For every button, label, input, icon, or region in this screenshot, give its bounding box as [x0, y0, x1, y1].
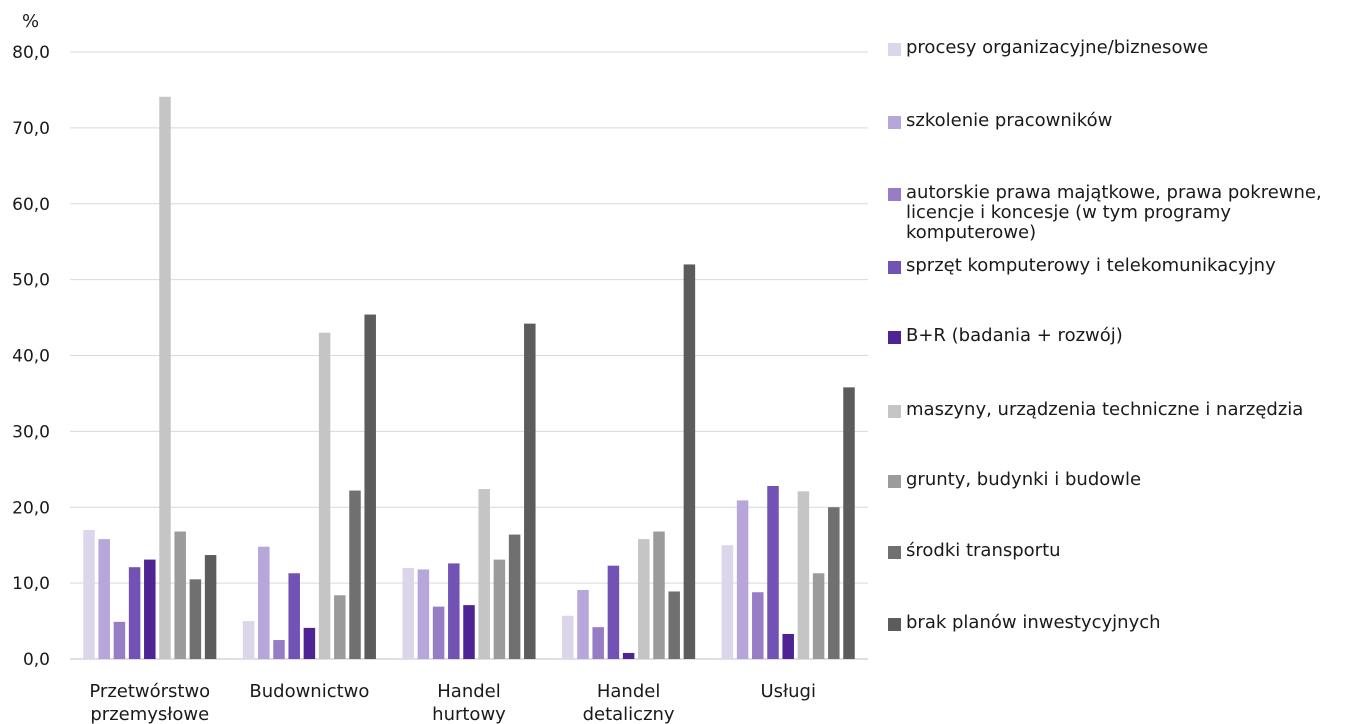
- bar: [592, 627, 604, 659]
- bar: [189, 579, 202, 659]
- bar: [303, 627, 316, 659]
- bar: [577, 589, 589, 659]
- x-tick-label: Przetwórstwo przemysłowe: [89, 681, 210, 724]
- legend-label: autorskie prawa majątkowe, prawa pokrewn…: [906, 182, 1322, 243]
- bar: [638, 539, 650, 659]
- bar: [204, 555, 217, 659]
- bar: [159, 96, 171, 660]
- bar: [721, 545, 734, 659]
- legend-swatch: [888, 618, 901, 631]
- y-tick-label: 80,0: [12, 43, 50, 63]
- y-tick-label: 30,0: [12, 422, 50, 442]
- legend-item: szkolenie pracowników: [888, 111, 1352, 131]
- legend-swatch: [888, 331, 901, 344]
- bar: [828, 507, 840, 659]
- bar: [562, 615, 574, 659]
- y-tick-label: 70,0: [12, 119, 50, 139]
- legend-label: sprzęt komputerowy i telekomunikacyjny: [906, 255, 1276, 276]
- legend-label: środki transportu: [906, 540, 1061, 561]
- legend-item: maszyny, urządzenia techniczne i narzędz…: [888, 400, 1352, 420]
- legend-item: autorskie prawa majątkowe, prawa pokrewn…: [888, 183, 1352, 243]
- bar: [288, 573, 300, 659]
- bar: [432, 606, 445, 659]
- legend-item: środki transportu: [888, 541, 1352, 561]
- y-tick-label: 60,0: [12, 195, 50, 215]
- bar: [402, 567, 414, 659]
- legend-label: grunty, budynki i budowle: [906, 469, 1142, 490]
- bar: [417, 569, 430, 659]
- y-tick-label: 50,0: [12, 271, 50, 291]
- legend-swatch: [888, 116, 901, 129]
- legend-label: brak planów inwestycyjnych: [906, 612, 1161, 633]
- y-axis-unit-label: %: [22, 11, 39, 32]
- bar: [98, 539, 110, 659]
- bar: [128, 567, 141, 659]
- bar: [668, 591, 680, 659]
- bar: [258, 546, 270, 659]
- bar: [448, 563, 460, 659]
- legend-swatch: [888, 261, 901, 274]
- bar: [767, 486, 779, 659]
- legend-item: procesy organizacyjne/biznesowe: [888, 38, 1352, 58]
- x-tick-label: Usługi: [760, 681, 816, 702]
- bar: [653, 531, 665, 659]
- legend-label: szkolenie pracowników: [906, 110, 1113, 131]
- x-tick-label: Handel detaliczny: [583, 681, 675, 724]
- bar: [349, 490, 361, 659]
- legend-swatch: [888, 405, 901, 418]
- legend-swatch: [888, 475, 901, 488]
- legend-item: brak planów inwestycyjnych: [888, 613, 1352, 633]
- bar: [812, 573, 825, 659]
- bar: [843, 387, 855, 659]
- legend-label: procesy organizacyjne/biznesowe: [906, 37, 1209, 58]
- bar: [493, 559, 506, 659]
- bar: [478, 489, 490, 659]
- legend-label: B+R (badania + rozwój): [906, 325, 1123, 346]
- bar: [318, 332, 331, 659]
- bar: [334, 595, 346, 659]
- x-axis-category-labels: Przetwórstwo przemysłowe Budownictwo Handel…: [89, 681, 816, 724]
- y-tick-label: 20,0: [12, 498, 50, 518]
- y-tick-label: 40,0: [12, 347, 50, 367]
- legend-swatch: [888, 546, 901, 559]
- legend-item: sprzęt komputerowy i telekomunikacyjny: [888, 256, 1352, 276]
- bar: [508, 534, 521, 659]
- bar: [524, 323, 536, 659]
- legend-label: maszyny, urządzenia techniczne i narzędz…: [906, 399, 1304, 420]
- bar: [113, 621, 126, 659]
- bar: [83, 530, 95, 659]
- gridlines: [70, 51, 868, 660]
- bar: [144, 559, 156, 659]
- legend-item: grunty, budynki i budowle: [888, 470, 1352, 490]
- bar: [463, 605, 475, 659]
- y-tick-label: 10,0: [12, 574, 50, 594]
- bar: [364, 314, 376, 659]
- bar: [797, 491, 810, 659]
- bar: [607, 565, 620, 659]
- x-tick-label: Handel hurtowy: [432, 681, 506, 724]
- bar: [683, 264, 696, 659]
- legend-swatch: [888, 188, 901, 201]
- legend-swatch: [888, 43, 901, 56]
- bar: [752, 592, 764, 659]
- bar-series: [83, 96, 855, 660]
- y-axis-tick-labels: 0,0 10,0 20,0 30,0 40,0 50,0 60,0 70,0 80,0: [12, 43, 50, 670]
- bar: [242, 621, 255, 659]
- bar: [736, 500, 749, 659]
- bar: [174, 531, 186, 659]
- x-tick-label: Budownictwo: [249, 681, 369, 702]
- bar: [273, 640, 285, 659]
- bar: [622, 652, 635, 659]
- legend-item: B+R (badania + rozwój): [888, 326, 1352, 346]
- bar-chart: % 0,0 10,0 20,0 30,0 40,0 50,0 60,0 70,0 80,0 Pr…: [12, 11, 868, 724]
- bar: [782, 633, 794, 659]
- y-tick-label: 0,0: [23, 650, 50, 670]
